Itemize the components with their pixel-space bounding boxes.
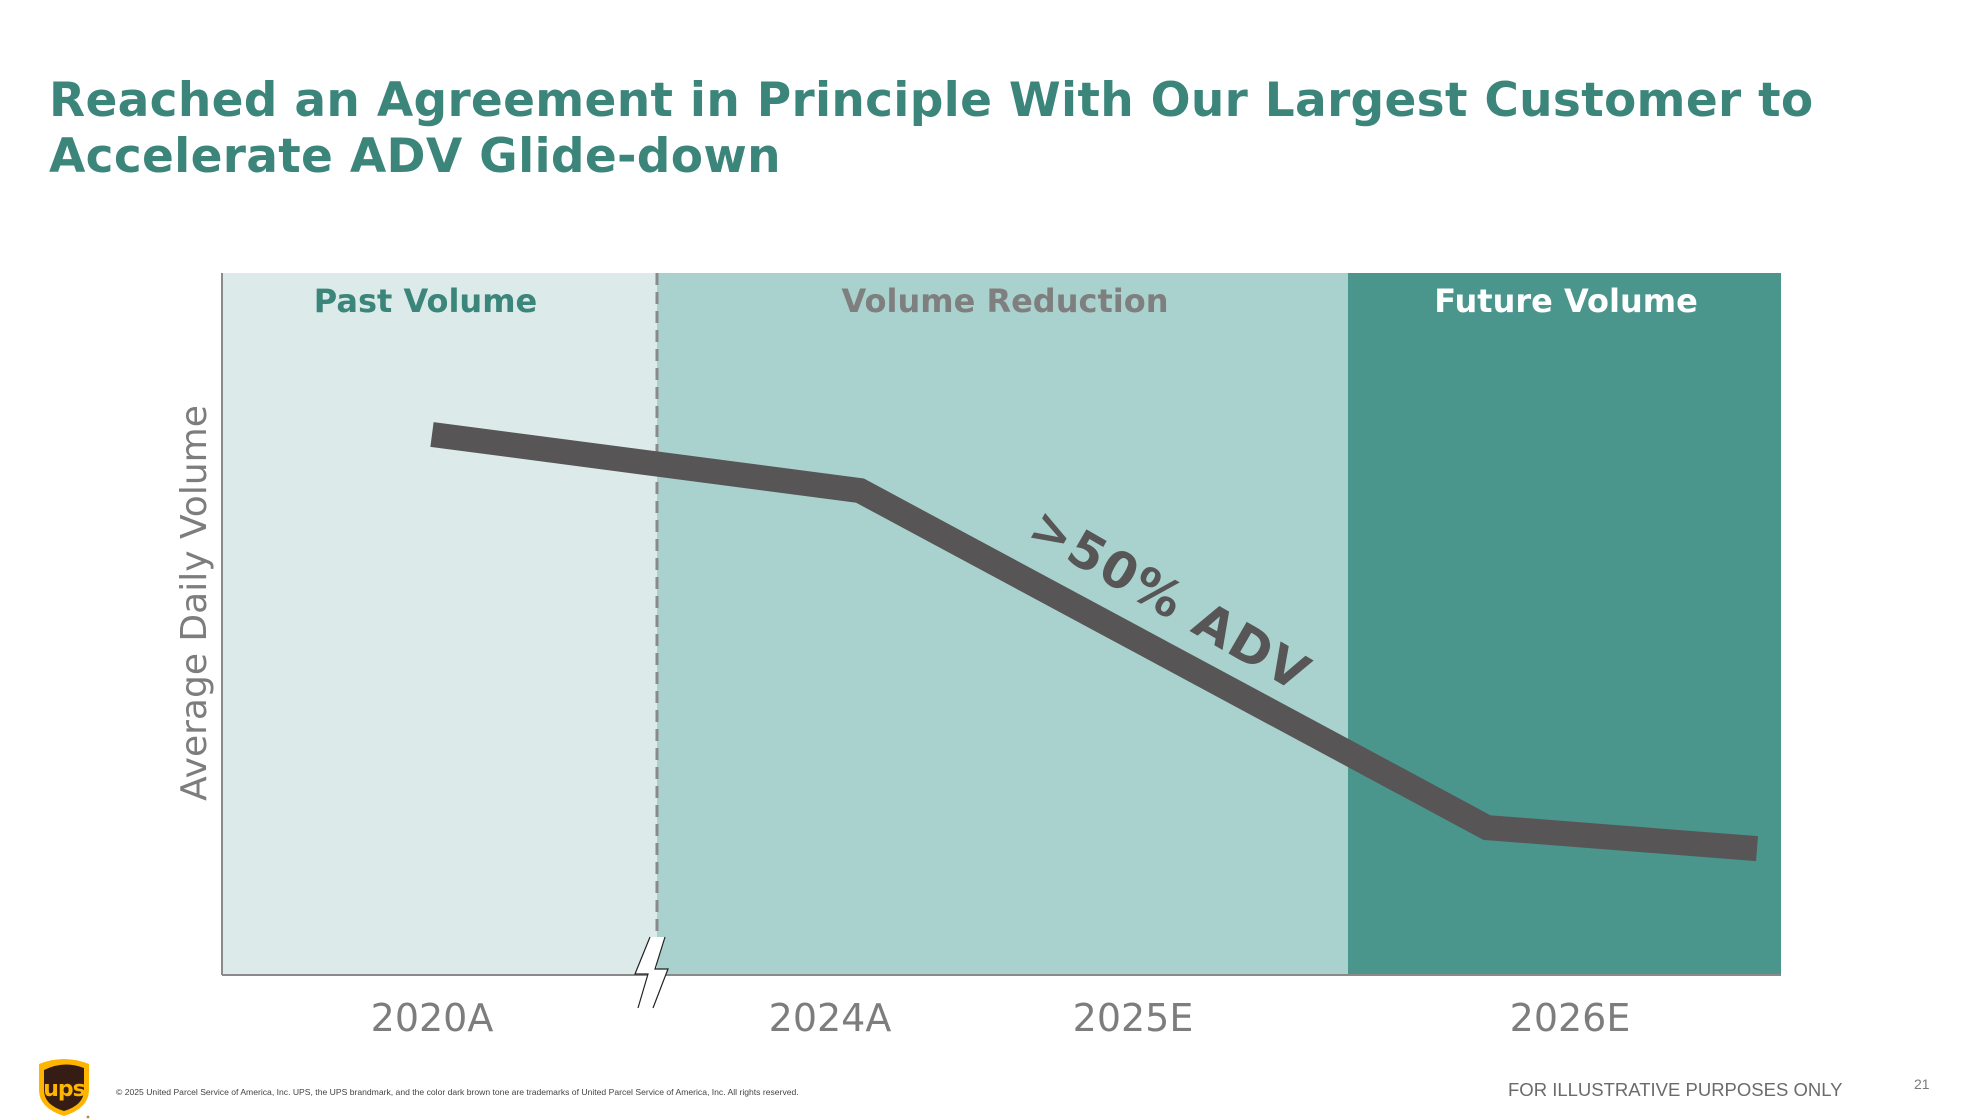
- x-tick-label-2020a: 2020A: [371, 996, 494, 1040]
- band-header-past-volume: Past Volume: [314, 282, 537, 320]
- illustrative-disclaimer: FOR ILLUSTRATIVE PURPOSES ONLY: [1508, 1079, 1843, 1100]
- band-volume-reduction: [657, 273, 1348, 975]
- axis-break-icon: [634, 936, 669, 1009]
- data-points: [431, 434, 1758, 849]
- axis-break-stroke-left: [634, 936, 651, 1009]
- band-header-volume-reduction: Volume Reduction: [842, 282, 1169, 320]
- registered-mark: [86, 1115, 90, 1119]
- slide-title-line-1: Reached an Agreement in Principle With O…: [49, 73, 1814, 128]
- ups-shield-inner: [44, 1064, 84, 1111]
- adv-series-line: [430, 422, 1758, 862]
- x-tick-label-2026e: 2026E: [1510, 996, 1631, 1040]
- band-past-volume: [222, 273, 657, 975]
- x-tick-label-2025e: 2025E: [1073, 996, 1194, 1040]
- band-future-volume: [1348, 273, 1781, 975]
- slide-title: Reached an Agreement in Principle With O…: [49, 73, 1814, 185]
- y-axis-label: Average Daily Volume: [174, 405, 215, 801]
- page-number: 21: [1914, 1076, 1930, 1092]
- copyright-text: © 2025 United Parcel Service of America,…: [116, 1087, 799, 1097]
- ups-logo-text: ups: [43, 1077, 85, 1102]
- slide-title-line-2: Accelerate ADV Glide-down: [49, 129, 781, 184]
- x-tick-label-2024a: 2024A: [769, 996, 892, 1040]
- band-header-future-volume: Future Volume: [1434, 282, 1698, 320]
- axis-break-stroke-right: [652, 936, 669, 1009]
- ups-logo-icon: ups: [39, 1059, 90, 1119]
